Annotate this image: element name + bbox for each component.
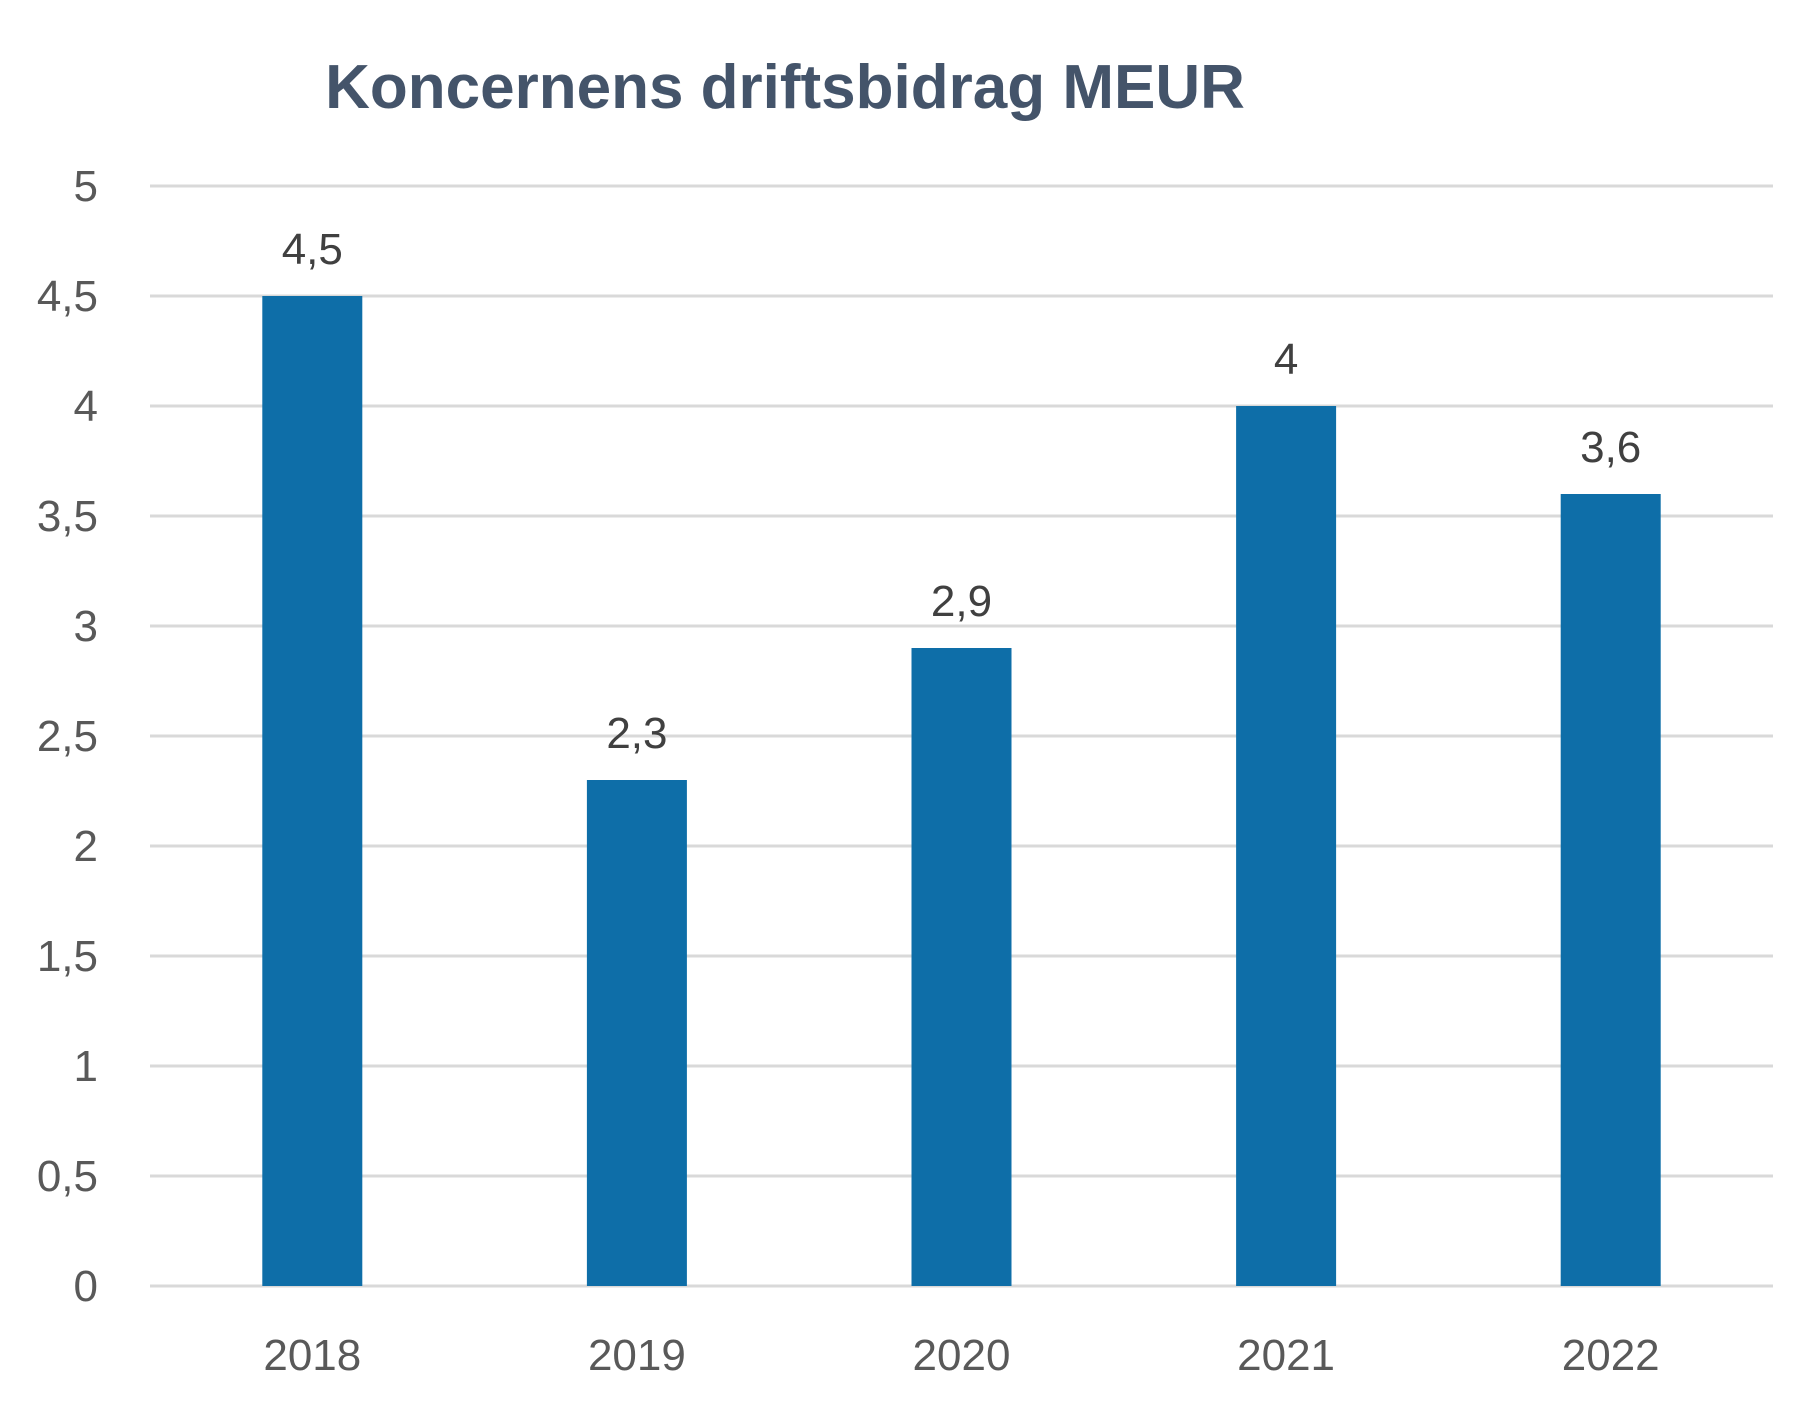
y-tick-label: 4,5 <box>37 272 98 321</box>
x-tick-label: 2019 <box>588 1331 686 1380</box>
x-axis-ticks: 2018 2019 2020 2021 2022 <box>263 1331 1659 1380</box>
y-tick-label: 3,5 <box>37 492 98 541</box>
y-tick-label: 0,5 <box>37 1152 98 1201</box>
bar <box>1560 494 1661 1286</box>
y-tick-label: 4 <box>74 382 98 431</box>
data-label: 2,9 <box>931 577 992 626</box>
data-label: 4,5 <box>282 225 343 274</box>
chart-title: Koncernens driftsbidrag MEUR <box>325 53 1245 122</box>
x-tick-label: 2018 <box>263 1331 361 1380</box>
x-tick-label: 2021 <box>1237 1331 1335 1380</box>
bars <box>262 296 1661 1286</box>
data-label: 3,6 <box>1580 423 1641 472</box>
x-tick-label: 2022 <box>1562 1331 1660 1380</box>
y-tick-label: 1 <box>74 1042 98 1091</box>
data-labels: 4,5 2,3 2,9 4 3,6 <box>282 225 1642 758</box>
data-label: 4 <box>1274 335 1298 384</box>
x-tick-label: 2020 <box>913 1331 1011 1380</box>
bar <box>911 648 1012 1286</box>
bar <box>262 296 363 1286</box>
y-tick-label: 2 <box>74 822 98 871</box>
y-tick-label: 1,5 <box>37 932 98 981</box>
y-tick-label: 5 <box>74 162 98 211</box>
bar <box>1236 406 1337 1286</box>
y-tick-label: 3 <box>74 602 98 651</box>
bar <box>586 780 687 1286</box>
data-label: 2,3 <box>606 709 667 758</box>
y-tick-label: 2,5 <box>37 712 98 761</box>
y-tick-label: 0 <box>74 1262 98 1311</box>
y-axis-ticks: 0 0,5 1 1,5 2 2,5 3 3,5 4 4,5 5 <box>37 162 98 1311</box>
